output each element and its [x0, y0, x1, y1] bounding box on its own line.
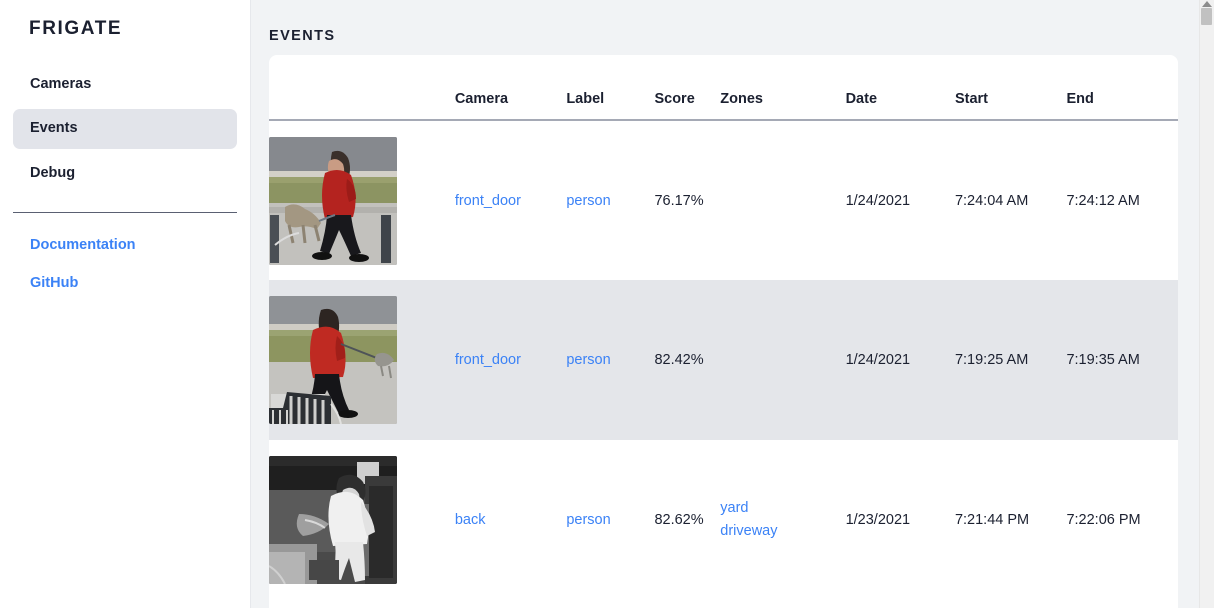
event-end-value: 7:24:12 AM: [1066, 192, 1140, 209]
event-start-value: 7:24:04 AM: [954, 192, 1029, 209]
sidebar: FRIGATE Cameras Events Debug Documentati…: [0, 0, 251, 608]
event-camera-cell: back: [455, 440, 567, 600]
column-header-date: Date: [845, 91, 878, 107]
column-header-score: Score: [654, 91, 695, 107]
event-thumbnail-cell: [269, 120, 455, 280]
sidebar-item-debug[interactable]: Debug: [30, 164, 76, 181]
page-title: EVENTS: [269, 27, 336, 44]
event-date-value: 1/24/2021: [845, 192, 911, 209]
scrollbar-thumb[interactable]: [1201, 8, 1212, 25]
event-thumbnail-image[interactable]: [269, 296, 397, 424]
event-label-cell: person: [566, 440, 654, 600]
main-content: EVENTS Camera Label Score Zones Date Sta…: [251, 0, 1214, 608]
table-row[interactable]: front_door person 82.42% 1/24/2021 7:19:…: [269, 280, 1178, 440]
events-card: Camera Label Score Zones Date Start End: [269, 55, 1178, 608]
event-thumbnail-cell: [269, 440, 455, 600]
table-row[interactable]: front_door person 76.17% 1/24/2021 7:24:…: [269, 120, 1178, 280]
sidebar-link-github[interactable]: GitHub: [30, 275, 79, 292]
sidebar-item-cameras[interactable]: Cameras: [30, 75, 92, 92]
event-camera-link[interactable]: back: [454, 512, 486, 528]
event-end-value: 7:19:35 AM: [1066, 280, 1178, 440]
event-end-value: 7:22:06 PM: [1066, 512, 1141, 528]
column-header-camera: Camera: [454, 91, 509, 107]
events-table-head: Camera Label Score Zones Date Start End: [269, 55, 1178, 120]
event-zone-link-driveway[interactable]: driveway: [720, 523, 778, 539]
event-camera-link[interactable]: front_door: [454, 192, 521, 209]
column-header-thumbnail: [269, 55, 455, 120]
column-header-zones: Zones: [720, 91, 763, 107]
events-table-body: front_door person 76.17% 1/24/2021 7:24:…: [269, 120, 1178, 600]
sidebar-item-events[interactable]: Events: [13, 109, 237, 149]
sidebar-nav: Cameras Events Debug Documentation GitHu…: [0, 65, 250, 303]
event-thumbnail-image[interactable]: [269, 136, 397, 265]
table-header-row: Camera Label Score Zones Date Start End: [269, 55, 1178, 120]
scroll-up-arrow-icon[interactable]: [1202, 1, 1212, 7]
event-label-link[interactable]: person: [566, 352, 611, 368]
event-label-cell: person: [566, 120, 654, 280]
event-thumbnail-cell: [269, 280, 455, 440]
event-zone-link-yard[interactable]: yard: [720, 500, 749, 517]
column-header-end: End: [1066, 91, 1094, 107]
event-start-value: 7:19:25 AM: [954, 280, 1067, 440]
event-thumbnail-image[interactable]: [269, 456, 397, 584]
event-camera-cell: front_door: [455, 120, 567, 280]
events-table: Camera Label Score Zones Date Start End: [269, 55, 1178, 600]
event-camera-link[interactable]: front_door: [454, 352, 521, 368]
event-score-value: 82.62%: [654, 512, 704, 528]
event-label-cell: person: [566, 280, 655, 440]
page-scrollbar[interactable]: [1199, 0, 1214, 608]
event-date-value: 1/24/2021: [845, 280, 955, 440]
event-camera-cell: front_door: [454, 280, 567, 440]
event-label-link[interactable]: person: [566, 192, 611, 209]
column-header-start: Start: [954, 91, 988, 107]
app-brand-title: FRIGATE: [29, 18, 123, 39]
event-date-value: 1/23/2021: [845, 512, 911, 528]
event-zones-cell: [720, 280, 846, 440]
event-start-value: 7:21:44 PM: [954, 512, 1030, 528]
event-zones-cell: [720, 120, 845, 280]
table-row[interactable]: back person 82.62% yard driveway 1/23/20…: [269, 440, 1178, 600]
event-zones-cell: yard driveway: [720, 440, 845, 600]
event-label-link[interactable]: person: [566, 512, 611, 528]
event-score-value: 76.17%: [654, 192, 704, 209]
event-score-value: 82.42%: [654, 280, 721, 440]
column-header-label: Label: [566, 91, 605, 107]
sidebar-link-documentation[interactable]: Documentation: [30, 237, 136, 254]
sidebar-divider: [13, 212, 237, 214]
